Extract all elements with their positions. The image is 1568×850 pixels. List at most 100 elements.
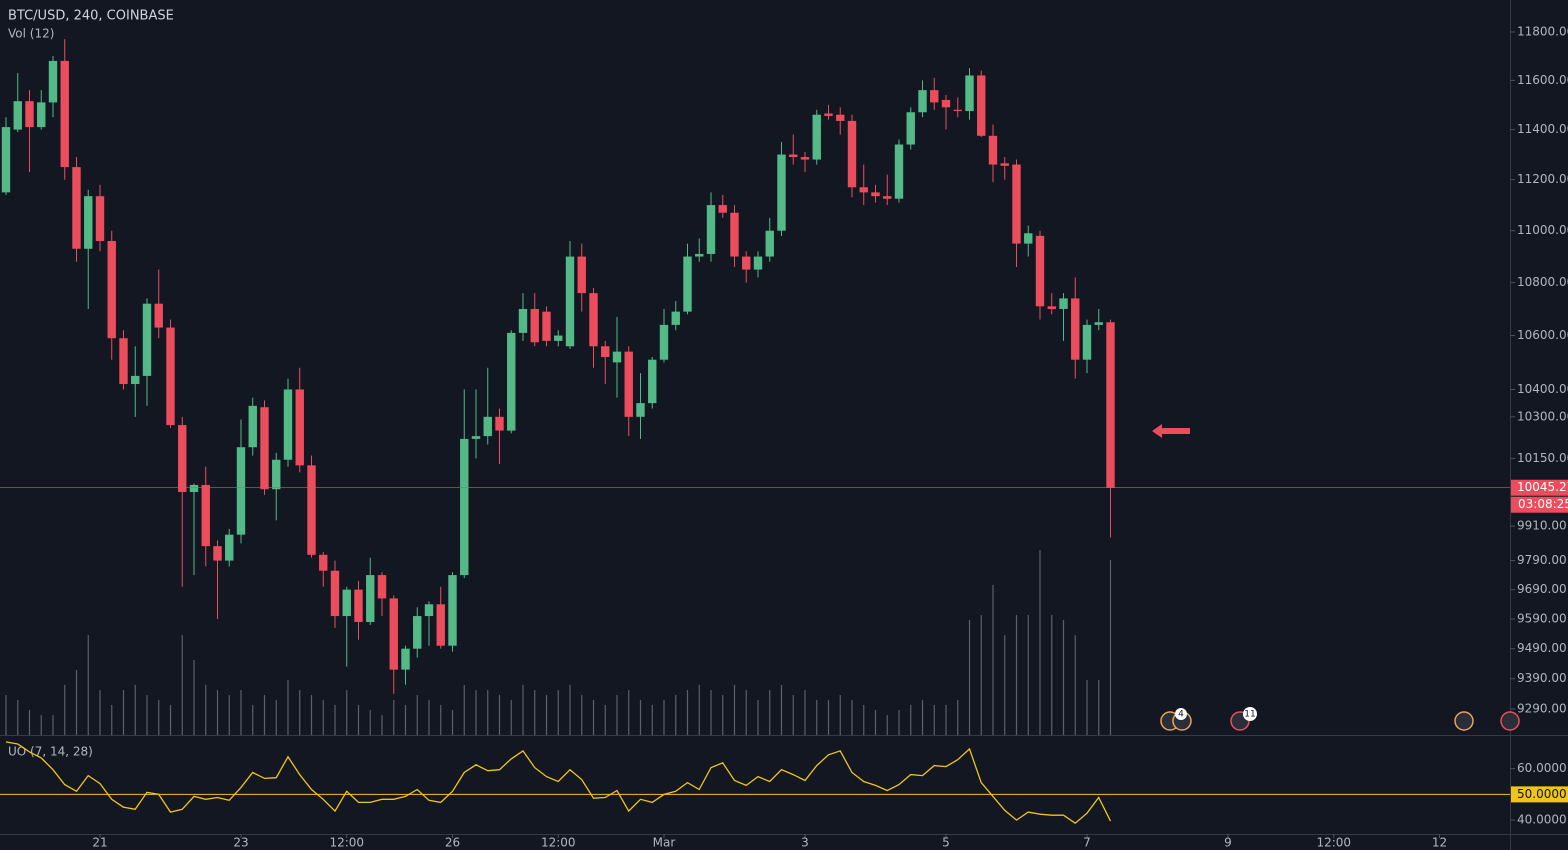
uo-line (5, 741, 1112, 825)
candle-body (1094, 322, 1103, 325)
candle-body (37, 102, 46, 128)
candle-body (789, 154, 798, 158)
candle-body (554, 335, 563, 341)
level-label: 50.0000 (1517, 787, 1567, 801)
volume-title: Vol (12) (8, 27, 54, 41)
candle-body (295, 389, 304, 466)
candle-body (1071, 298, 1080, 360)
candle-body (236, 447, 246, 535)
y-tick-label: 40.0000 (1517, 813, 1567, 827)
y-tick-label: 9910.00 (1517, 519, 1567, 533)
candle-body (695, 253, 704, 257)
event-icon (1500, 711, 1520, 731)
candle-body (1047, 306, 1056, 309)
candle-body (48, 60, 58, 103)
x-tick-label: 9 (1224, 836, 1232, 850)
candle-body (389, 598, 398, 670)
candle-body (154, 303, 163, 328)
candle-body (283, 389, 293, 460)
x-tick-label: 23 (233, 836, 248, 850)
candle-body (483, 416, 492, 437)
candle-body (565, 256, 575, 347)
candle-body (319, 554, 328, 571)
y-tick-label: 9390.00 (1517, 671, 1567, 685)
candle-body (742, 256, 751, 270)
y-tick-label: 10400.00 (1517, 382, 1568, 396)
candle-body (260, 407, 269, 490)
candle-body (84, 196, 93, 249)
badge-count: 11 (1244, 710, 1255, 720)
candle-body (142, 303, 152, 376)
candle-body (178, 425, 187, 493)
candle-body (107, 241, 116, 339)
candle-body (460, 438, 469, 576)
indicator-title: UO (7, 14, 28) (8, 745, 93, 759)
candle-body (1, 127, 11, 193)
x-tick-label: 12:00 (1316, 836, 1351, 850)
candle-body (765, 230, 774, 257)
candle-body (1059, 298, 1068, 309)
x-tick-label: 26 (445, 836, 460, 850)
level-box (1511, 786, 1568, 803)
candle-body (965, 75, 974, 112)
candle-body (988, 135, 998, 165)
candle-body (824, 113, 833, 116)
x-tick-label: 7 (1083, 836, 1091, 850)
candle-body (25, 101, 34, 128)
y-tick-label: 10800.00 (1517, 275, 1568, 289)
candle-body (812, 114, 821, 160)
y-tick-label: 9490.00 (1517, 641, 1567, 655)
y-tick-label: 9790.00 (1517, 553, 1567, 567)
badge-count: 4 (1178, 710, 1184, 720)
candle-body (941, 99, 951, 108)
candle-body (800, 157, 810, 160)
candle-body (307, 465, 316, 555)
candle-body (648, 359, 657, 404)
candle-body (424, 604, 434, 617)
candle-body (883, 196, 892, 199)
candle-body (624, 351, 633, 417)
candle-body (377, 575, 387, 599)
badge (1243, 707, 1257, 721)
arrow (1152, 424, 1190, 438)
y-tick-label: 11200.00 (1517, 172, 1568, 186)
candle-body (1082, 324, 1092, 360)
candle-body (518, 308, 528, 333)
candle-body (977, 75, 986, 136)
x-tick-label: 21 (92, 836, 107, 850)
candle-body (601, 346, 610, 358)
x-tick-label: 12:00 (329, 836, 364, 850)
last-price-label: 10045.27 (1517, 480, 1568, 494)
candle-body (13, 101, 22, 130)
last-price-box (1511, 479, 1568, 496)
y-tick-label: 10150.00 (1517, 451, 1568, 465)
candle-body (401, 648, 410, 670)
candle-body (448, 575, 457, 646)
y-tick-label: 60.0000 (1517, 761, 1567, 775)
candle-body (225, 534, 234, 561)
candle-body (612, 351, 622, 363)
candle-body (166, 327, 175, 426)
candle-body (542, 311, 551, 341)
candle-body (718, 205, 727, 213)
candle-body (201, 484, 210, 547)
x-tick-label: 3 (801, 836, 809, 850)
candle-body (436, 604, 445, 646)
candle-body (671, 311, 680, 325)
badge (1175, 708, 1187, 720)
candle-body (471, 436, 481, 439)
y-tick-label: 10600.00 (1517, 328, 1568, 342)
candle-body (131, 375, 140, 385)
chart-title: BTC/USD, 240, COINBASE (8, 9, 174, 24)
candle-body (683, 256, 692, 312)
candle-body (589, 293, 598, 347)
candle-body (906, 112, 915, 145)
candle-body (1106, 322, 1115, 488)
candle-body (636, 403, 645, 417)
event-badges: 4 11 (1160, 707, 1520, 731)
y-tick-label: 11600.00 (1517, 73, 1568, 87)
countdown-label: 03:08:25 (1518, 497, 1568, 511)
candle-body (495, 416, 504, 431)
